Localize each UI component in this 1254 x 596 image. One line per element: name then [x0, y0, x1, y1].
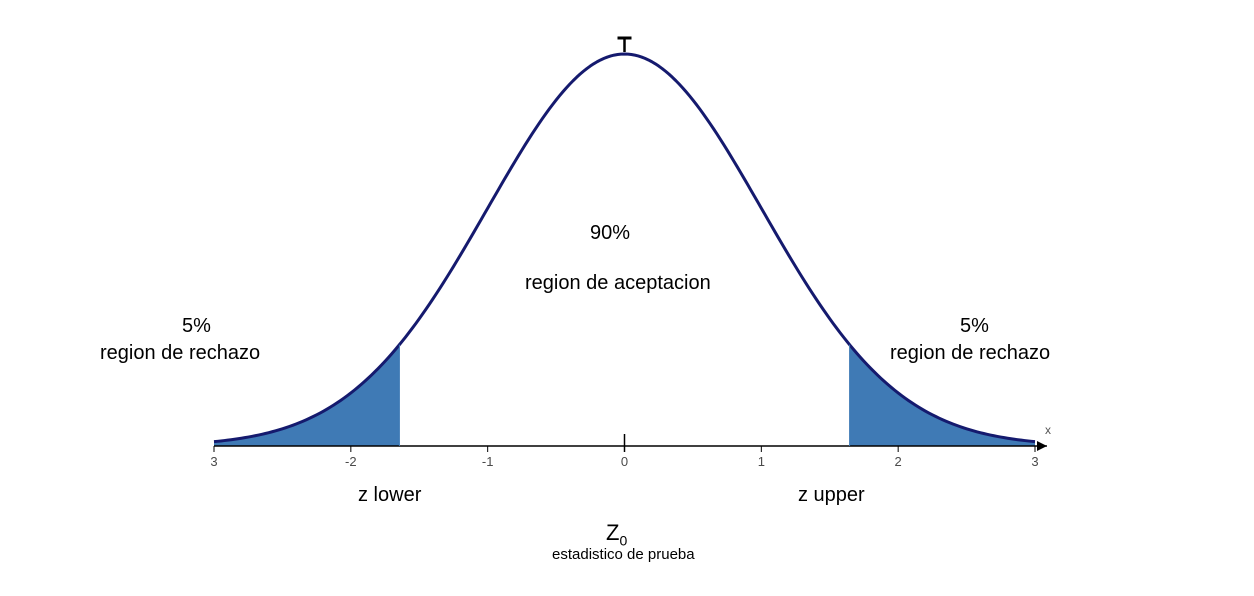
acceptance-pct: 90% — [590, 222, 630, 245]
x-tick-label: 0 — [621, 454, 628, 469]
stat-label: estadistico de prueba — [552, 546, 695, 563]
x-tick-label: 1 — [758, 454, 765, 469]
z-upper-label: z upper — [798, 484, 865, 507]
z0-label: Z0 — [606, 520, 627, 548]
reject-right-pct: 5% — [960, 315, 989, 338]
x-tick-label: 2 — [895, 454, 902, 469]
x-tick-label: -1 — [482, 454, 494, 469]
normal-curve-svg: x 3 -2 -1 0 1 2 3 — [0, 0, 1254, 596]
x-tick-label: 3 — [1031, 454, 1038, 469]
x-axis-label: x — [1045, 423, 1051, 437]
z-lower-label: z lower — [358, 484, 421, 507]
x-tick-label: 3 — [210, 454, 217, 469]
x-tick-label: -2 — [345, 454, 357, 469]
reject-left-text: region de rechazo — [100, 342, 260, 365]
bell-curve — [214, 54, 1035, 442]
chart-stage: x 3 -2 -1 0 1 2 3 90% region de aceptacion 5% r… — [0, 0, 1254, 596]
reject-left-pct: 5% — [182, 315, 211, 338]
x-axis-arrow — [1037, 441, 1047, 451]
z0-text: Z — [606, 520, 619, 545]
reject-right-text: region de rechazo — [890, 342, 1050, 365]
acceptance-text: region de aceptacion — [525, 272, 711, 295]
